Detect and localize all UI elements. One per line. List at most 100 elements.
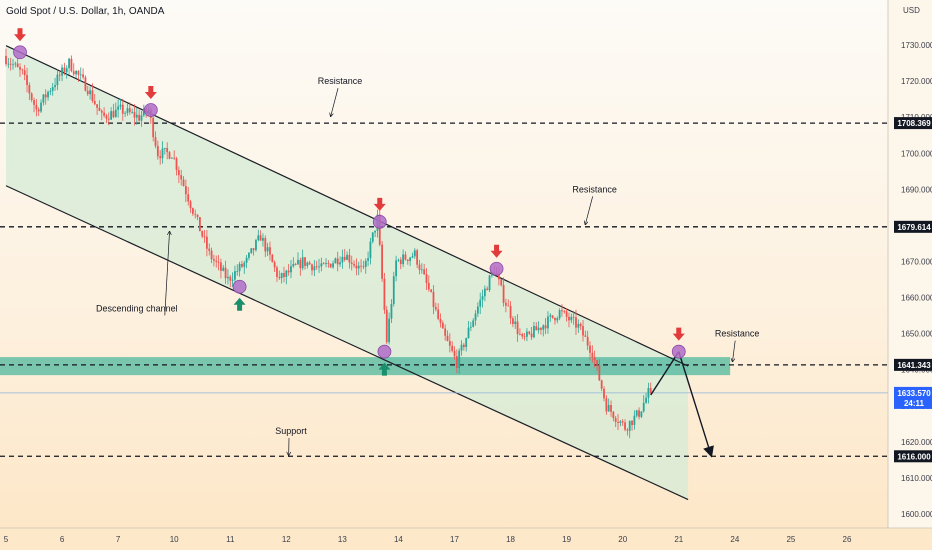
candle <box>547 311 549 334</box>
candle <box>117 99 120 118</box>
candle-body <box>306 262 309 266</box>
candle <box>633 410 636 430</box>
candle-body <box>124 112 127 114</box>
candle <box>509 301 512 325</box>
candle-body <box>103 112 106 116</box>
candle <box>530 326 533 340</box>
candle-body <box>299 259 302 269</box>
x-tick-label: 10 <box>170 535 179 544</box>
candle <box>462 342 465 351</box>
candle <box>208 243 211 256</box>
candle-body <box>173 157 176 159</box>
candle <box>406 259 409 265</box>
candle <box>119 98 122 110</box>
candle <box>313 259 316 277</box>
candle-body <box>117 106 120 110</box>
candle <box>14 61 17 68</box>
sell-arrow-icon <box>14 28 27 42</box>
candle <box>362 260 365 270</box>
candle-body <box>112 111 115 118</box>
candle <box>287 264 290 276</box>
candle <box>33 97 35 113</box>
candle-body <box>201 231 204 237</box>
x-tick-label: 12 <box>282 535 291 544</box>
candle-body <box>110 111 113 120</box>
candle <box>201 230 204 239</box>
candle-body <box>483 288 486 297</box>
candle-body <box>505 302 507 306</box>
candle-body <box>607 405 610 412</box>
candle <box>483 285 486 302</box>
candle-body <box>203 236 206 238</box>
candle <box>481 289 484 308</box>
candle-body <box>131 111 134 113</box>
candle <box>290 260 292 279</box>
candle <box>596 359 598 371</box>
candle <box>215 255 218 268</box>
candle <box>512 315 514 328</box>
candle-body <box>283 273 285 278</box>
candle <box>26 67 28 93</box>
candle <box>325 258 327 268</box>
candle <box>591 345 594 363</box>
candle <box>292 257 295 268</box>
candle-body <box>5 55 7 64</box>
candle <box>577 319 580 333</box>
candle-body <box>105 115 108 119</box>
candle <box>360 259 362 273</box>
candle-body <box>28 85 31 94</box>
candle-body <box>320 263 323 267</box>
candle-body <box>446 335 449 342</box>
candle-body <box>378 214 381 245</box>
candle <box>227 269 229 285</box>
candle <box>21 68 24 75</box>
x-tick-label: 26 <box>843 535 852 544</box>
candle-body <box>63 67 66 73</box>
candle <box>105 113 108 124</box>
candle <box>432 285 435 315</box>
candle-body <box>224 267 227 279</box>
candle-body <box>259 235 262 241</box>
candle-body <box>626 429 629 431</box>
candle-body <box>476 306 479 314</box>
candle <box>82 68 84 80</box>
candle-body <box>12 64 14 66</box>
candle <box>357 261 360 276</box>
candle-body <box>383 278 386 310</box>
candle-body <box>215 260 218 262</box>
candle <box>374 230 376 238</box>
candle-body <box>318 266 320 268</box>
candle-body <box>441 322 444 329</box>
candle <box>631 419 633 431</box>
candle <box>91 83 94 103</box>
candle <box>220 258 222 279</box>
level-price-tag <box>894 117 932 130</box>
candle <box>516 314 519 342</box>
candle-body <box>187 194 190 202</box>
level-price-label: 1641.343 <box>897 361 931 370</box>
candle-body <box>582 326 584 336</box>
candle <box>54 77 56 91</box>
candle-body <box>425 274 428 283</box>
candle <box>269 241 271 261</box>
candle <box>334 257 337 264</box>
candle-body <box>271 254 274 263</box>
candle-body <box>565 311 568 317</box>
candle-body <box>257 235 260 241</box>
candle <box>306 261 309 269</box>
candle <box>441 320 444 329</box>
candle-body <box>198 217 201 232</box>
candle-body <box>128 108 131 113</box>
candle <box>98 100 101 111</box>
candle-body <box>579 323 582 327</box>
candle-body <box>98 107 101 111</box>
annotation-pointer <box>585 196 594 224</box>
candle <box>526 328 528 342</box>
candle <box>252 248 255 256</box>
candle-body <box>500 279 503 286</box>
candle-body <box>182 179 185 187</box>
candle-body <box>416 250 419 265</box>
candle-body <box>563 311 566 313</box>
candle <box>570 313 573 324</box>
